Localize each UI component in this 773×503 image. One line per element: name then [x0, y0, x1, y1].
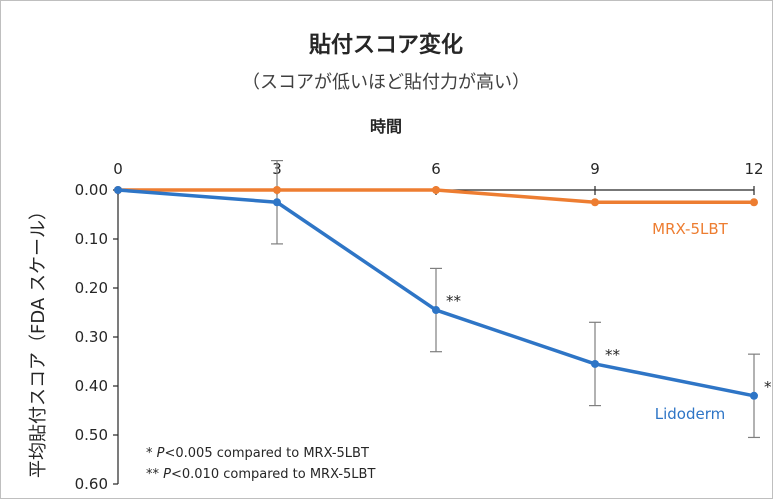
footnote-p: P	[163, 467, 171, 482]
footnote-marker: **	[146, 467, 163, 482]
chart-subtitle: （スコアが低いほど貼付力が高い）	[242, 72, 530, 93]
data-point	[591, 198, 599, 207]
y-tick-label: 0.00	[75, 181, 108, 199]
y-tick-label: 0.20	[75, 279, 108, 297]
footnote-text: <0.005 compared to MRX-5LBT	[164, 446, 368, 461]
chart-title: 貼付スコア変化	[309, 32, 463, 58]
x-tick-label: 12	[744, 160, 763, 178]
x-tick-label: 0	[113, 160, 123, 178]
x-tick-label: 6	[431, 160, 441, 178]
significance-marker: **	[605, 346, 621, 364]
footnote-p: P	[157, 446, 165, 461]
data-point	[432, 306, 440, 315]
footnote-text: <0.010 compared to MRX-5LBT	[171, 467, 375, 482]
footnote: * P<0.005 compared to MRX-5LBT	[146, 446, 369, 461]
data-point	[273, 186, 281, 194]
x-axis-title: 時間	[370, 117, 402, 136]
x-tick-label: 9	[590, 160, 600, 178]
significance-marker: *	[764, 378, 772, 396]
data-point	[273, 198, 281, 207]
y-axis-title: 平均貼付スコア（FDA スケール）	[28, 202, 49, 478]
data-point	[750, 198, 758, 207]
data-point	[750, 391, 758, 400]
y-tick-label: 0.50	[75, 426, 108, 444]
footnote-marker: *	[146, 446, 157, 461]
data-point	[432, 186, 440, 194]
data-point	[591, 359, 599, 368]
series-label: MRX-5LBT	[652, 220, 728, 238]
data-point	[114, 186, 122, 194]
y-tick-label: 0.40	[75, 377, 108, 395]
y-tick-label: 0.30	[75, 328, 108, 346]
y-tick-label: 0.10	[75, 230, 108, 248]
series-label: Lidoderm	[655, 405, 726, 423]
footnotes-group: * P<0.005 compared to MRX-5LBT** P<0.010…	[146, 446, 375, 482]
y-tick-label: 0.60	[75, 475, 108, 493]
footnote: ** P<0.010 compared to MRX-5LBT	[146, 467, 375, 482]
significance-marker: **	[446, 292, 462, 310]
